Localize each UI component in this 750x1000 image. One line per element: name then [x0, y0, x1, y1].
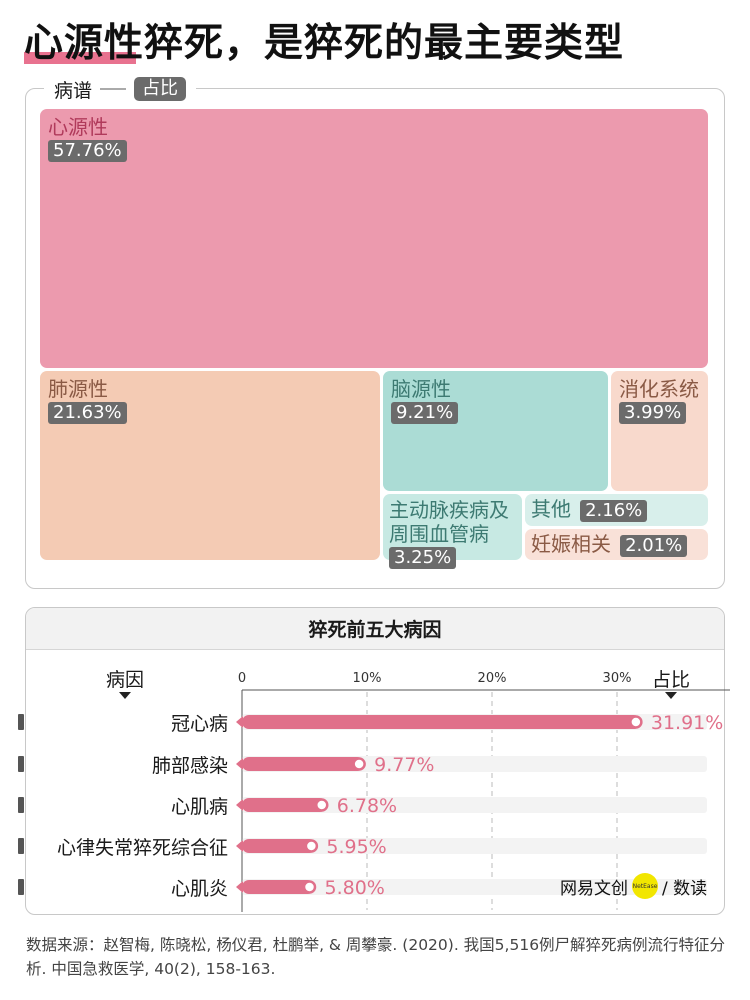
cause-header: 病因	[106, 665, 144, 699]
tile-pct: 2.16%	[580, 500, 648, 522]
tile-pct: 21.63%	[48, 402, 127, 424]
legend-tag: 占比	[134, 77, 187, 101]
bar-track	[242, 879, 707, 895]
treemap-legend: 病谱 占比	[44, 76, 197, 102]
watermark-suffix: / 数读	[662, 878, 708, 899]
x-tick-label: 0	[238, 671, 246, 686]
netease-badge-icon: NetEase	[632, 873, 658, 899]
cause-label: 心律失常猝死综合征	[56, 837, 228, 859]
cause-label: 肺部感染	[151, 755, 228, 777]
bar-end-dot	[302, 880, 317, 894]
bar-notch	[236, 758, 243, 770]
legend-dash	[100, 88, 127, 90]
cause-label: 心肌病	[170, 796, 228, 818]
bar	[242, 880, 315, 894]
row-marker	[18, 756, 24, 772]
bar-notch	[236, 881, 243, 893]
x-tick-label: 30%	[603, 671, 632, 686]
tile-label: 心源性	[48, 115, 108, 139]
tile-pct: 3.25%	[389, 547, 457, 569]
tile-label: 主动脉疾病及周围血管病	[389, 498, 509, 546]
bar-track	[242, 838, 707, 854]
tile-pct: 2.01%	[620, 535, 688, 557]
watermark-text: 网易文创	[560, 878, 628, 899]
tile-label: 其他	[531, 497, 571, 521]
treemap-panel	[25, 88, 725, 589]
tile-pulmonary: 肺源性 21.63%	[40, 371, 380, 560]
bar-track	[242, 797, 707, 813]
bar-value-label: 5.80%	[325, 877, 385, 899]
tile-pct: 57.76%	[48, 140, 127, 162]
row-marker	[18, 879, 24, 895]
tile-label: 妊娠相关	[531, 532, 611, 556]
title-highlight	[24, 52, 136, 64]
bar-end-dot	[304, 839, 319, 853]
bar-value-label: 9.77%	[374, 754, 434, 776]
bar-end-dot	[629, 715, 643, 729]
bar-end-dot	[315, 798, 329, 812]
x-tick-label: 20%	[478, 671, 507, 686]
tile-pct: 3.99%	[619, 402, 687, 424]
bar	[242, 757, 365, 771]
page-title: 心源性猝死，是猝死的最主要类型	[24, 21, 625, 66]
bar-value-label: 6.78%	[337, 795, 397, 817]
tile-other: 其他 2.16%	[525, 494, 708, 526]
bar-notch	[236, 840, 243, 852]
x-tick-label: 10%	[353, 671, 382, 686]
tile-pregnancy: 妊娠相关 2.01%	[525, 529, 708, 560]
causes-panel-title: 猝死前五大病因	[26, 608, 724, 650]
bar-notch	[236, 799, 243, 811]
tile-label: 肺源性	[48, 377, 108, 401]
bar-end-dot	[352, 757, 366, 771]
tile-aortic: 主动脉疾病及周围血管病 3.25%	[383, 494, 522, 569]
causes-panel: 猝死前五大病因	[25, 607, 725, 915]
row-marker	[18, 797, 24, 813]
bar	[242, 798, 327, 812]
bar-value-label: 31.91%	[651, 712, 723, 734]
bar-value-label: 5.95%	[326, 836, 386, 858]
bar-notch	[236, 716, 243, 728]
row-marker	[18, 838, 24, 854]
bar	[242, 839, 317, 853]
tile-cardiac: 心源性 57.76%	[40, 109, 708, 368]
tile-digestive: 消化系统 3.99%	[611, 371, 708, 491]
tile-label: 消化系统	[619, 377, 699, 401]
data-source: 数据来源：赵智梅, 陈晓松, 杨仪君, 杜鹏举, & 周攀豪. (2020). …	[26, 936, 726, 978]
tile-label: 脑源性	[391, 377, 451, 401]
watermark: 网易文创 NetEase / 数读	[560, 873, 707, 899]
tile-cerebral: 脑源性 9.21%	[383, 371, 608, 491]
bar	[242, 715, 641, 729]
tile-pct: 9.21%	[391, 402, 459, 424]
row-marker	[18, 714, 24, 730]
legend-label: 病谱	[54, 79, 93, 102]
cause-label: 心肌炎	[170, 878, 228, 900]
pct-header: 占比	[652, 665, 690, 699]
cause-label: 冠心病	[170, 713, 228, 735]
